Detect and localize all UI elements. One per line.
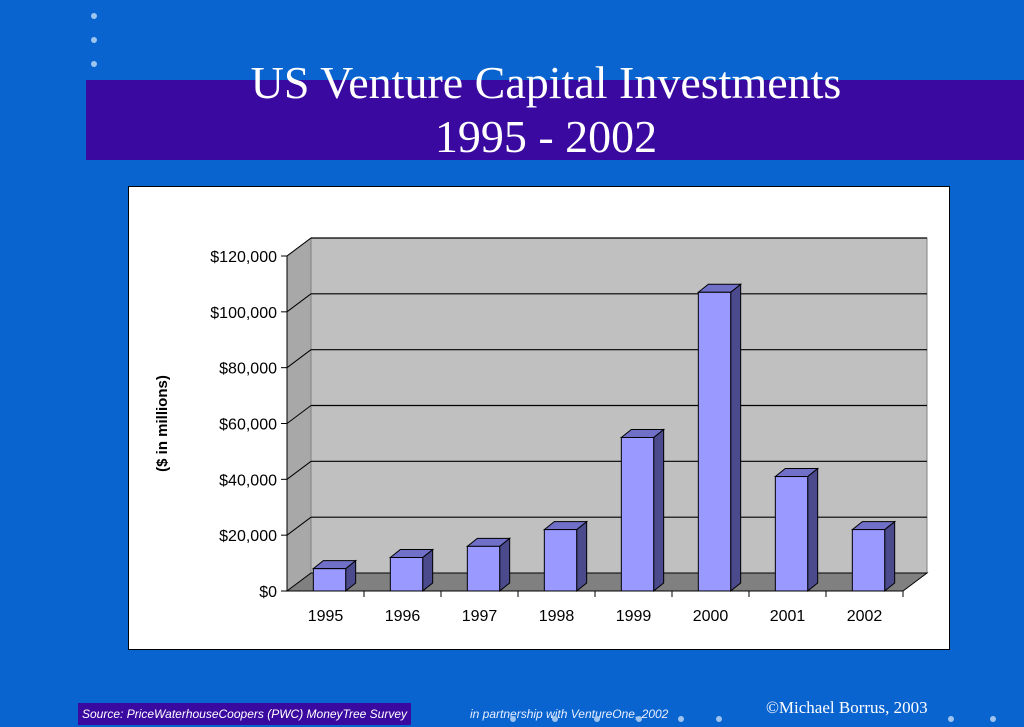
plot-floor: [285, 572, 929, 592]
gridline-side: [286, 237, 312, 257]
chart-container: $0 $20,000 $40,000 $60,000 $80,000 $100,000 $1…: [128, 186, 950, 650]
bar: [312, 568, 347, 592]
bar-side: [884, 520, 896, 593]
source-note-continued: in partnership with VentureOne, 2002: [470, 707, 669, 721]
bar: [389, 557, 424, 592]
slide-title: US Venture Capital Investments 1995 - 20…: [86, 56, 1006, 164]
decorative-dot: [716, 716, 722, 722]
copyright-text: ©Michael Borrus, 2003: [766, 698, 928, 717]
bar-side: [576, 520, 588, 593]
decorative-dot: [990, 716, 996, 722]
bar: [620, 436, 655, 592]
x-tick-label: 1999: [616, 608, 652, 625]
decorative-dot: [948, 716, 954, 722]
decorative-dot: [552, 716, 558, 722]
bar: [851, 529, 886, 592]
decorative-dot: [91, 37, 97, 43]
decorative-dot: [678, 716, 684, 722]
y-tick-label: $60,000: [219, 417, 277, 434]
y-tick-label: $120,000: [210, 249, 277, 266]
title-line-1: US Venture Capital Investments: [250, 57, 842, 108]
bar-side: [807, 467, 819, 593]
bar-side: [730, 283, 742, 593]
bar: [697, 291, 732, 592]
source-note: Source: PriceWaterhouseCoopers (PWC) Mon…: [78, 703, 412, 725]
x-tick-label: 2000: [693, 608, 729, 625]
y-tick-label: $20,000: [219, 528, 277, 545]
title-line-2: 1995 - 2002: [434, 111, 658, 162]
y-tick-label: $100,000: [210, 305, 277, 322]
x-tick-label: 1996: [385, 608, 421, 625]
title-band: [86, 80, 1024, 160]
x-tick-label: 1998: [539, 608, 575, 625]
x-tick-label: 1995: [308, 608, 344, 625]
gridline-side: [286, 349, 312, 369]
gridline-side: [286, 293, 312, 313]
bar: [543, 529, 578, 592]
decorative-dot: [91, 61, 97, 67]
decorative-dot: [510, 716, 516, 722]
x-tick-label: 1997: [462, 608, 498, 625]
gridline-side: [286, 516, 312, 536]
x-tick-label: 2001: [770, 608, 806, 625]
x-tick-label: 2002: [847, 608, 883, 625]
decorative-dot: [636, 716, 642, 722]
bar-side: [499, 537, 511, 593]
gridline-side: [286, 405, 312, 424]
bar-chart: $0 $20,000 $40,000 $60,000 $80,000 $100,000 $1…: [154, 237, 929, 625]
y-tick-label: $40,000: [219, 472, 277, 489]
bar: [774, 476, 809, 592]
decorative-dot: [91, 13, 97, 19]
bar: [466, 545, 501, 592]
decorative-dot: [594, 716, 600, 722]
gridline-side: [286, 460, 312, 480]
bar-side: [653, 428, 665, 593]
y-tick-label: $80,000: [219, 361, 277, 378]
y-axis-label: ($ in millions): [154, 375, 171, 472]
y-tick-label: $0: [259, 584, 277, 601]
